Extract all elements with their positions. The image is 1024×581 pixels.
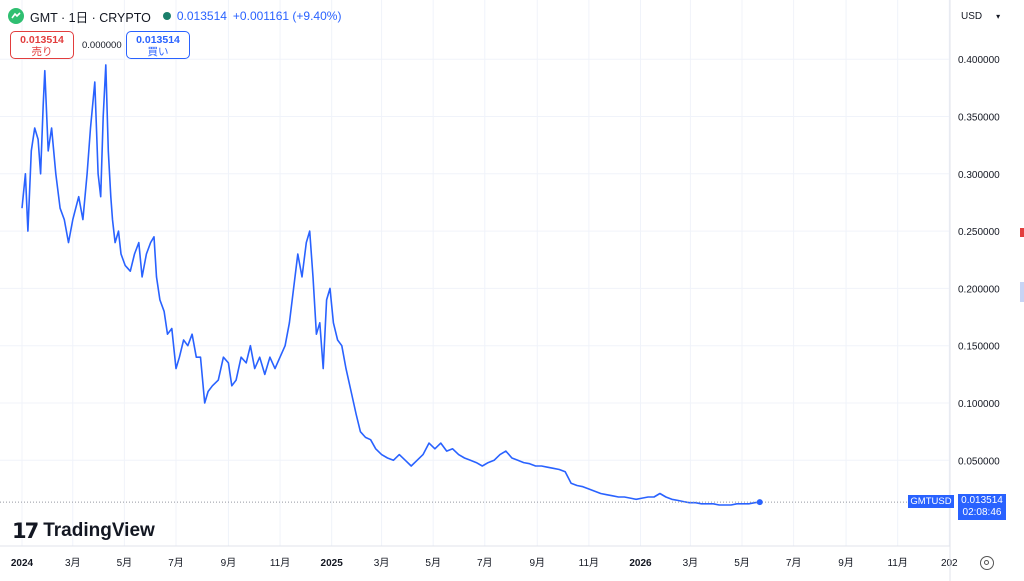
gear-icon[interactable] [980,556,994,570]
buy-label: 買い [147,46,169,58]
buy-button[interactable]: 0.013514 買い [126,31,190,59]
x-tick-label: 11月 [270,557,290,569]
y-tick-label: 0.250000 [958,227,1000,238]
current-price-value: 0.013514 [961,495,1003,506]
y-tick-label: 0.100000 [958,399,1000,410]
chevron-down-icon: ▾ [996,11,1001,21]
x-tick-label: 11月 [887,557,907,569]
y-tick-label: 0.050000 [958,456,1000,467]
x-tick-label: 2026 [629,558,652,569]
spread-value: 0.000000 [82,40,122,51]
y-tick-label: 0.350000 [958,113,1000,124]
currency-label: USD [961,10,983,22]
x-tick-label: 9月 [221,557,237,569]
x-tick-label: 5月 [117,557,133,569]
x-tick-label: 5月 [734,557,750,569]
x-tick-label: 7月 [786,557,802,569]
last-price-dot [756,499,763,506]
sell-button[interactable]: 0.013514 売り [10,31,74,59]
sell-price: 0.013514 [20,34,64,46]
x-tick-label: 3月 [683,557,699,569]
x-tick-label: 9月 [838,557,854,569]
tradingview-logo[interactable]: 17 TradingView [12,519,155,543]
current-price-tag: 0.013514 02:08:46 [958,494,1006,520]
x-tick-label: 2024 [11,558,34,569]
x-tick-label: 3月 [374,557,390,569]
edge-marker-red [1020,228,1024,237]
x-tick-label: 7月 [477,557,493,569]
chart-header: GMT · 1日 · CRYPTO 0.013514 +0.001161 (+9… [8,6,341,26]
y-tick-label: 0.300000 [958,170,1000,181]
x-tick-label: 5月 [425,557,441,569]
bar-countdown: 02:08:46 [962,507,1002,518]
x-tick-label: 2025 [321,558,344,569]
price-series-line [21,64,760,506]
y-tick-label: 0.150000 [958,342,1000,353]
currency-selector[interactable]: USD ▾ [955,6,1011,26]
symbol-price-tag: GMTUSD [908,495,954,508]
tradingview-mark-icon: 17 [12,519,39,543]
edge-marker-blue [1020,282,1024,302]
buy-price: 0.013514 [136,34,180,46]
x-tick-label: 7月 [168,557,184,569]
market-status-icon [162,12,171,20]
x-tick-label: 3月 [65,557,81,569]
sell-label: 売り [31,46,53,58]
brand-name: TradingView [43,520,155,541]
symbol-logo-icon [8,8,24,24]
x-tick-label: 9月 [529,557,545,569]
y-tick-label: 0.200000 [958,284,1000,295]
price-change: +0.001161 (+9.40%) [232,9,342,23]
symbol-title[interactable]: GMT · 1日 · CRYPTO [30,10,151,25]
y-tick-label: 0.400000 [958,55,1000,66]
x-tick-label: 11月 [579,557,599,569]
last-price: 0.013514 [176,9,227,23]
